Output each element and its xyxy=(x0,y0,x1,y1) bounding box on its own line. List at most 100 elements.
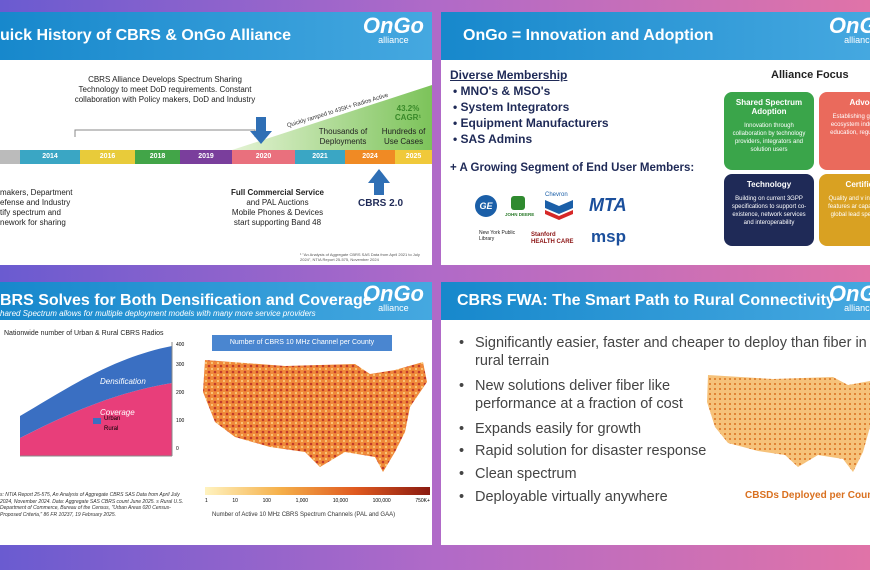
focus-box-title: Certificati xyxy=(845,180,870,189)
milestone: Hundreds of Use Cases xyxy=(381,127,426,146)
year: 2019 xyxy=(180,150,232,164)
member: • MNO's & MSO's xyxy=(453,84,551,98)
year: 2020 xyxy=(232,150,295,164)
focus-box: Advoca Establishing growing a l ecosystem… xyxy=(819,92,870,170)
cagr: 43.2% CAGR¹ xyxy=(394,104,422,122)
focus-box-text: Establishing growing a l ecosystem indus… xyxy=(830,114,870,136)
segment: + A Growing Segment of End User Members: xyxy=(450,162,695,174)
map-caption: CBSDs Deployed per County xyxy=(745,490,870,501)
y-tick: 300 xyxy=(176,362,185,368)
bullet: Expands easily for growth xyxy=(459,420,869,438)
member: • System Integrators xyxy=(453,100,570,114)
focus-box-text: Innovation through collaboration by tech… xyxy=(732,123,806,153)
y-tick: 100 xyxy=(176,418,185,424)
service-line: Full Commercial Service xyxy=(231,188,324,197)
callout: CBRS Alliance Develops Spectrum Sharing … xyxy=(74,75,256,104)
map-title: Number of CBRS 10 MHz Channel per County xyxy=(212,335,392,351)
deere-mark xyxy=(511,196,525,210)
scale-caption: Number of Active 10 MHz CBRS Spectrum Ch… xyxy=(212,512,396,518)
slide-title: OnGo = Innovation and Adoption xyxy=(441,12,870,60)
bullet: Deployable virtually anywhere xyxy=(459,488,869,506)
focus-box-text: Building on current 3GPP specifications … xyxy=(731,196,807,226)
chart-title: Nationwide number of Urban & Rural CBRS … xyxy=(4,330,164,337)
logo-chevron: Chevron xyxy=(545,192,568,198)
color-scale xyxy=(205,487,430,495)
scale-label: 750K+ xyxy=(415,498,430,504)
milestone: Thousands of Deployments xyxy=(318,127,368,146)
year: 2018 xyxy=(135,150,180,164)
scale-label: 1,000 xyxy=(295,498,309,504)
logo-deere: JOHN DEERE xyxy=(505,212,535,217)
year: 2016 xyxy=(80,150,135,164)
year: 2014 xyxy=(20,150,80,164)
sources: s: NTIA Report 25-575, An Analysis of Ag… xyxy=(0,492,184,518)
logo-sub: alliance xyxy=(844,35,870,45)
timeline-graphic xyxy=(0,85,432,195)
bullet: New solutions deliver fiber like perform… xyxy=(459,377,729,413)
slide-history: uick History of CBRS & OnGo Alliance OnG… xyxy=(0,12,432,265)
logo-sub: alliance xyxy=(844,303,870,313)
scale-label: 10,000 xyxy=(332,498,348,504)
slide-title: uick History of CBRS & OnGo Alliance xyxy=(0,12,432,60)
slide-title: BRS Solves for Both Densification and Co… xyxy=(0,282,432,320)
y-tick: 400 xyxy=(176,342,185,348)
scale-label: 100,000 xyxy=(372,498,391,504)
y-tick: 0 xyxy=(176,446,179,452)
member: • SAS Admins xyxy=(453,132,533,146)
focus-box-title: Shared Spectrum Adoption xyxy=(735,98,803,116)
logo-text: OnGo xyxy=(362,13,424,38)
bullet: Rapid solution for disaster response xyxy=(459,442,869,460)
logo-nypl: New York Public Library xyxy=(479,230,516,242)
member: • Equipment Manufacturers xyxy=(453,116,609,130)
member-text: System Integrators xyxy=(460,100,570,114)
slide-innovation: OnGo = Innovation and Adoption OnGoallia… xyxy=(441,12,870,265)
year: 2025 xyxy=(395,150,432,164)
footnote: ¹ "An Analysis of Aggregate CBRS SAS Dat… xyxy=(300,252,420,262)
logo-stanford: Stanford HEALTH CARE xyxy=(531,232,574,245)
scale-labels: 1 10 100 1,000 10,000 100,000 750K+ xyxy=(205,498,430,504)
slide-densification: BRS Solves for Both Densification and Co… xyxy=(0,282,432,545)
bullet: Significantly easier, faster and cheaper… xyxy=(459,334,869,370)
member-list: • MNO's & MSO's • System Integrators • E… xyxy=(453,83,609,147)
county-map xyxy=(203,360,427,472)
slide-fwa: CBRS FWA: The Smart Path to Rural Connec… xyxy=(441,282,870,545)
focus-box: Certificati Quality and v interoperabili … xyxy=(819,174,870,246)
year: 2024 xyxy=(345,150,395,164)
subtitle: hared Spectrum allows for multiple deplo… xyxy=(0,309,316,318)
cbrs2: CBRS 2.0 xyxy=(358,198,404,209)
service-line: and PAL Auctions xyxy=(246,198,309,207)
year: 2021 xyxy=(295,150,345,164)
logo-ge: GE xyxy=(475,195,497,217)
left-note: makers, Department efense and Industry t… xyxy=(0,188,73,227)
member-text: Equipment Manufacturers xyxy=(460,116,609,130)
focus-box: Technology Building on current 3GPP speci… xyxy=(724,174,814,246)
scale-label: 10 xyxy=(232,498,238,504)
logo-text: OnGo xyxy=(362,282,424,306)
area-chart xyxy=(20,342,173,457)
slide-title: CBRS FWA: The Smart Path to Rural Connec… xyxy=(441,282,870,320)
service-note: Full Commercial Service and PAL Auctions M… xyxy=(210,188,345,228)
scale-label: 100 xyxy=(262,498,271,504)
member-text: SAS Admins xyxy=(460,132,533,146)
service-line: Mobile Phones & Devices xyxy=(231,208,324,217)
scale-label: 1 xyxy=(205,498,208,504)
service-line: start supporting Band 48 xyxy=(233,218,322,227)
logo-sub: alliance xyxy=(378,35,409,45)
logo-mta: MTA xyxy=(589,195,627,215)
logo-sub: alliance xyxy=(378,303,409,313)
legend-item: Urban xyxy=(104,416,121,422)
focus-title: Alliance Focus xyxy=(771,69,849,81)
logo-text: OnGo xyxy=(828,13,870,38)
focus-box-text: Quality and v interoperabili features ar… xyxy=(828,196,870,218)
focus-box-title: Technology xyxy=(746,180,792,189)
area-label: Coverage xyxy=(100,408,135,417)
area-label: Densification xyxy=(100,377,146,386)
heading: Diverse Membership xyxy=(450,68,568,82)
legend-item: Rural xyxy=(104,426,119,432)
bullet: Clean spectrum xyxy=(459,465,869,483)
